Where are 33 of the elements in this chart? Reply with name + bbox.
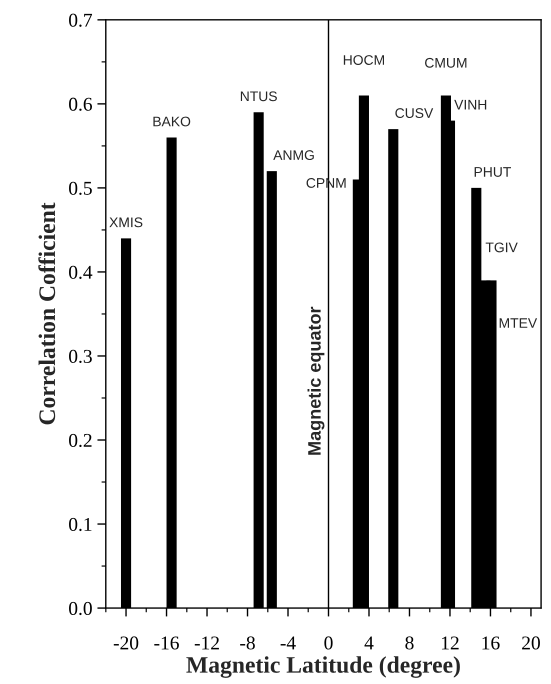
y-tick-label: 0.2 — [69, 434, 92, 448]
x-tick-label: -8 — [240, 636, 255, 650]
x-tick-label: 16 — [482, 636, 500, 650]
x-tick-label: -4 — [280, 636, 296, 650]
y-tick-label: 0.6 — [69, 98, 92, 111]
annotation: PHUT — [474, 167, 512, 177]
x-tick-label: 12 — [442, 636, 459, 650]
annotation: CUSV — [395, 108, 434, 118]
y-tick-label: 0.4 — [69, 266, 92, 279]
x-tick-label: 0 — [324, 636, 333, 650]
x-tick-label: -12 — [194, 636, 219, 650]
annotation: CMUM — [425, 58, 466, 68]
x-tick-label: 4 — [364, 636, 374, 650]
x-tick-label: -16 — [154, 636, 179, 650]
y-axis-title: Correlation Cofficient — [38, 202, 56, 424]
x-tick-label: 8 — [405, 636, 414, 650]
x-tick-label: -20 — [114, 636, 138, 650]
annotation: TGIV — [486, 242, 518, 252]
annotation: BAKO — [153, 116, 190, 126]
annotation: NTUS — [240, 91, 277, 102]
y-tick-label: 0.0 — [69, 602, 92, 616]
annotation: XMIS — [109, 217, 142, 228]
y-tick-label: 0.1 — [69, 518, 92, 532]
annotation: MTEV — [500, 318, 538, 328]
y-tick-label: 0.7 — [69, 14, 92, 27]
annotation: ANMG — [273, 150, 314, 160]
annotation: HOCM — [344, 55, 384, 65]
ref-line-label: Magnetic equator — [308, 306, 324, 455]
annotation: VINH — [454, 100, 486, 110]
y-tick-label: 0.3 — [69, 350, 92, 363]
x-tick-label: 20 — [522, 636, 540, 650]
x-axis-title: Magnetic Latitude (degree) — [186, 656, 460, 678]
y-tick-label: 0.5 — [69, 182, 92, 195]
